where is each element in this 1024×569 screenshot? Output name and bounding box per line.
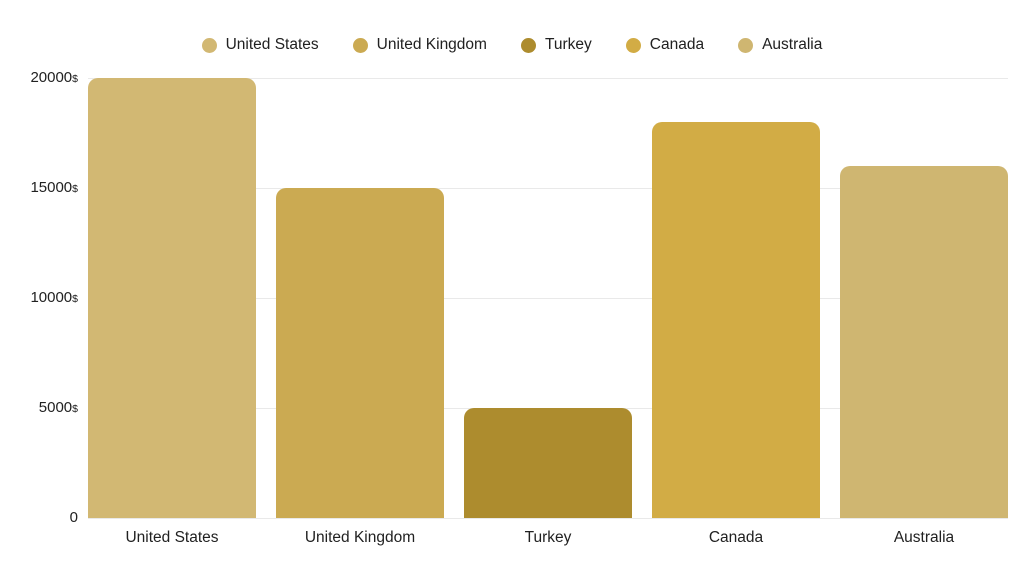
- y-tick-value: 15000: [30, 179, 73, 196]
- y-axis-labels: 20000$ 15000$ 10000$ 5000$ 0: [0, 69, 78, 526]
- currency-suffix: $: [72, 183, 78, 195]
- y-tick-value: 5000: [38, 399, 73, 416]
- legend-label: Canada: [649, 36, 705, 53]
- y-tick-label: 15000$: [0, 178, 78, 199]
- plot-area: [88, 77, 1008, 519]
- y-tick-label: 20000$: [0, 68, 78, 89]
- gridline-10000: [88, 297, 1008, 299]
- y-tick-value: 0: [69, 509, 78, 526]
- legend-swatch-icon: [201, 37, 217, 53]
- legend-item-turkey[interactable]: Turkey: [520, 36, 592, 54]
- y-tick-label: 10000$: [0, 288, 78, 309]
- y-tick-label: 5000$: [0, 398, 78, 419]
- legend-label: United Kingdom: [376, 36, 487, 53]
- legend-item-united-kingdom[interactable]: United Kingdom: [352, 36, 487, 54]
- y-tick-value: 10000: [30, 289, 73, 306]
- legend-swatch-icon: [625, 37, 641, 53]
- y-tick-value: 20000: [30, 69, 73, 86]
- legend-label: Australia: [762, 36, 823, 53]
- legend-swatch-icon: [520, 37, 536, 53]
- bar-united-states[interactable]: [88, 78, 256, 518]
- legend-label: Turkey: [544, 36, 592, 53]
- gridline-0: [88, 517, 1008, 519]
- currency-suffix: $: [72, 403, 78, 415]
- x-tick-label-turkey: Turkey: [524, 529, 572, 546]
- legend-item-australia[interactable]: Australia: [738, 36, 822, 54]
- y-tick-label: 0: [0, 508, 78, 528]
- gridline-20000: [88, 77, 1008, 79]
- bar-united-kingdom[interactable]: [276, 188, 444, 518]
- legend-swatch-icon: [352, 37, 368, 53]
- x-tick-label-united-states: United States: [125, 529, 219, 546]
- x-axis-labels: United States United Kingdom Turkey Canada A…: [88, 526, 1008, 550]
- currency-suffix: $: [72, 293, 78, 305]
- legend-label: United States: [225, 36, 319, 53]
- x-tick-label-canada: Canada: [708, 529, 764, 546]
- bar-australia[interactable]: [840, 166, 1008, 518]
- x-tick-label-australia: Australia: [893, 529, 955, 546]
- bar-canada[interactable]: [652, 122, 820, 518]
- currency-suffix: $: [72, 73, 78, 85]
- bar-turkey[interactable]: [464, 408, 632, 518]
- legend-item-united-states[interactable]: United States: [201, 36, 319, 54]
- legend-item-canada[interactable]: Canada: [625, 36, 705, 54]
- legend-swatch-icon: [738, 37, 754, 53]
- chart-legend: United States United Kingdom Turkey Canada A…: [0, 36, 1024, 54]
- x-tick-label-united-kingdom: United Kingdom: [304, 529, 416, 546]
- gridline-15000: [88, 187, 1008, 189]
